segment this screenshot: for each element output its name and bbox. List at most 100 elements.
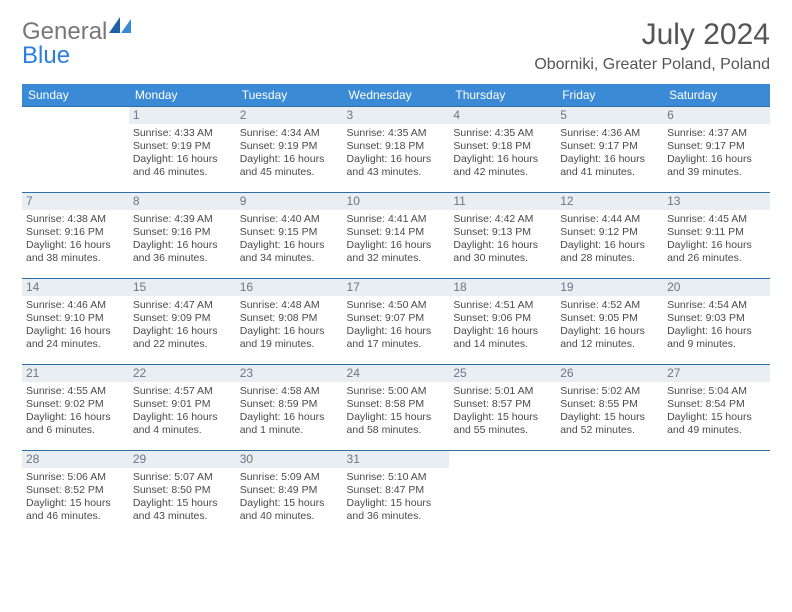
calendar-cell: 22Sunrise: 4:57 AMSunset: 9:01 PMDayligh…: [129, 365, 236, 451]
day-details: Sunrise: 5:02 AMSunset: 8:55 PMDaylight:…: [560, 385, 659, 438]
calendar-cell: 4 Sunrise: 4:35 AMSunset: 9:18 PMDaylight…: [449, 107, 556, 193]
calendar-row: 1 Sunrise: 4:33 AMSunset: 9:19 PMDaylight…: [22, 107, 770, 193]
day-number: 10: [343, 193, 450, 210]
day-details: Sunrise: 4:58 AMSunset: 8:59 PMDaylight:…: [240, 385, 339, 438]
day-details: Sunrise: 4:54 AMSunset: 9:03 PMDaylight:…: [667, 299, 766, 352]
day-number: 11: [449, 193, 556, 210]
calendar-row: 14 Sunrise: 4:46 AMSunset: 9:10 PMDayligh…: [22, 279, 770, 365]
calendar-cell: 6 Sunrise: 4:37 AMSunset: 9:17 PMDaylight…: [663, 107, 770, 193]
day-number: 24: [343, 365, 450, 382]
day-details: Sunrise: 4:35 AMSunset: 9:18 PMDaylight:…: [453, 127, 552, 180]
day-number: 18: [449, 279, 556, 296]
location-text: Oborniki, Greater Poland, Poland: [534, 56, 770, 74]
month-title: July 2024: [534, 18, 770, 52]
day-number: 30: [236, 451, 343, 468]
calendar-cell: 26 Sunrise: 5:02 AMSunset: 8:55 PMDayligh…: [556, 365, 663, 451]
weekday-header: Monday: [129, 84, 236, 107]
day-details: Sunrise: 4:33 AMSunset: 9:19 PMDaylight:…: [133, 127, 232, 180]
day-number: 25: [449, 365, 556, 382]
calendar-cell: 18 Sunrise: 4:51 AMSunset: 9:06 PMDayligh…: [449, 279, 556, 365]
day-details: Sunrise: 4:35 AMSunset: 9:18 PMDaylight:…: [347, 127, 446, 180]
calendar-row: 7Sunrise: 4:38 AMSunset: 9:16 PMDaylight…: [22, 193, 770, 279]
calendar-cell: 16 Sunrise: 4:48 AMSunset: 9:08 PMDayligh…: [236, 279, 343, 365]
day-details: Sunrise: 4:40 AMSunset: 9:15 PMDaylight:…: [240, 213, 339, 266]
day-number: 15: [129, 279, 236, 296]
day-number: 14: [22, 279, 129, 296]
weekday-header: Friday: [556, 84, 663, 107]
day-number: 13: [663, 193, 770, 210]
day-details: Sunrise: 5:01 AMSunset: 8:57 PMDaylight:…: [453, 385, 552, 438]
calendar-cell: 29 Sunrise: 5:07 AMSunset: 8:50 PMDayligh…: [129, 451, 236, 537]
weekday-header: Thursday: [449, 84, 556, 107]
day-details: Sunrise: 4:52 AMSunset: 9:05 PMDaylight:…: [560, 299, 659, 352]
day-details: Sunrise: 4:42 AMSunset: 9:13 PMDaylight:…: [453, 213, 552, 266]
day-details: Sunrise: 4:37 AMSunset: 9:17 PMDaylight:…: [667, 127, 766, 180]
calendar-cell: [556, 451, 663, 537]
calendar-table: SundayMondayTuesdayWednesdayThursdayFrid…: [22, 84, 770, 537]
day-number: 27: [663, 365, 770, 382]
day-details: Sunrise: 4:57 AMSunset: 9:01 PMDaylight:…: [133, 385, 232, 438]
calendar-cell: 8 Sunrise: 4:39 AMSunset: 9:16 PMDaylight…: [129, 193, 236, 279]
day-number: 5: [556, 107, 663, 124]
day-details: Sunrise: 4:34 AMSunset: 9:19 PMDaylight:…: [240, 127, 339, 180]
day-details: Sunrise: 4:36 AMSunset: 9:17 PMDaylight:…: [560, 127, 659, 180]
calendar-cell: 14 Sunrise: 4:46 AMSunset: 9:10 PMDayligh…: [22, 279, 129, 365]
day-number: 28: [22, 451, 129, 468]
day-number: 17: [343, 279, 450, 296]
day-details: Sunrise: 4:45 AMSunset: 9:11 PMDaylight:…: [667, 213, 766, 266]
weekday-header: Saturday: [663, 84, 770, 107]
title-block: July 2024 Oborniki, Greater Poland, Pola…: [534, 18, 770, 74]
calendar-cell: 28 Sunrise: 5:06 AMSunset: 8:52 PMDayligh…: [22, 451, 129, 537]
day-details: Sunrise: 5:09 AMSunset: 8:49 PMDaylight:…: [240, 471, 339, 524]
brand-logo: GeneralBlue: [22, 18, 131, 74]
day-number: 26: [556, 365, 663, 382]
weekday-header-row: SundayMondayTuesdayWednesdayThursdayFrid…: [22, 84, 770, 107]
calendar-cell: 12Sunrise: 4:44 AMSunset: 9:12 PMDayligh…: [556, 193, 663, 279]
calendar-row: 28 Sunrise: 5:06 AMSunset: 8:52 PMDayligh…: [22, 451, 770, 537]
calendar-cell: 17Sunrise: 4:50 AMSunset: 9:07 PMDayligh…: [343, 279, 450, 365]
day-details: Sunrise: 4:46 AMSunset: 9:10 PMDaylight:…: [26, 299, 125, 352]
day-number: 19: [556, 279, 663, 296]
day-number: 1: [129, 107, 236, 124]
day-number: 16: [236, 279, 343, 296]
day-details: Sunrise: 4:44 AMSunset: 9:12 PMDaylight:…: [560, 213, 659, 266]
calendar-row: 21Sunrise: 4:55 AMSunset: 9:02 PMDayligh…: [22, 365, 770, 451]
day-details: Sunrise: 4:41 AMSunset: 9:14 PMDaylight:…: [347, 213, 446, 266]
calendar-cell: 3 Sunrise: 4:35 AMSunset: 9:18 PMDaylight…: [343, 107, 450, 193]
day-number: 29: [129, 451, 236, 468]
day-details: Sunrise: 4:55 AMSunset: 9:02 PMDaylight:…: [26, 385, 125, 438]
calendar-cell: 25 Sunrise: 5:01 AMSunset: 8:57 PMDayligh…: [449, 365, 556, 451]
calendar-cell: 19 Sunrise: 4:52 AMSunset: 9:05 PMDayligh…: [556, 279, 663, 365]
day-details: Sunrise: 4:51 AMSunset: 9:06 PMDaylight:…: [453, 299, 552, 352]
day-number: 6: [663, 107, 770, 124]
calendar-cell: 27 Sunrise: 5:04 AMSunset: 8:54 PMDayligh…: [663, 365, 770, 451]
calendar-cell: 20 Sunrise: 4:54 AMSunset: 9:03 PMDayligh…: [663, 279, 770, 365]
calendar-cell: 23 Sunrise: 4:58 AMSunset: 8:59 PMDayligh…: [236, 365, 343, 451]
day-details: Sunrise: 5:10 AMSunset: 8:47 PMDaylight:…: [347, 471, 446, 524]
day-details: Sunrise: 4:48 AMSunset: 9:08 PMDaylight:…: [240, 299, 339, 352]
day-number: 4: [449, 107, 556, 124]
calendar-cell: 1 Sunrise: 4:33 AMSunset: 9:19 PMDaylight…: [129, 107, 236, 193]
calendar-cell: 5 Sunrise: 4:36 AMSunset: 9:17 PMDaylight…: [556, 107, 663, 193]
day-number: 31: [343, 451, 450, 468]
day-details: Sunrise: 5:07 AMSunset: 8:50 PMDaylight:…: [133, 471, 232, 524]
day-details: Sunrise: 4:47 AMSunset: 9:09 PMDaylight:…: [133, 299, 232, 352]
calendar-cell: 11 Sunrise: 4:42 AMSunset: 9:13 PMDayligh…: [449, 193, 556, 279]
day-details: Sunrise: 4:39 AMSunset: 9:16 PMDaylight:…: [133, 213, 232, 266]
calendar-cell: [663, 451, 770, 537]
day-details: Sunrise: 5:06 AMSunset: 8:52 PMDaylight:…: [26, 471, 125, 524]
calendar-cell: 31 Sunrise: 5:10 AMSunset: 8:47 PMDayligh…: [343, 451, 450, 537]
header: GeneralBlue July 2024 Oborniki, Greater …: [22, 18, 770, 74]
day-details: Sunrise: 5:00 AMSunset: 8:58 PMDaylight:…: [347, 385, 446, 438]
day-number: 23: [236, 365, 343, 382]
day-number: 3: [343, 107, 450, 124]
calendar-body: 1 Sunrise: 4:33 AMSunset: 9:19 PMDaylight…: [22, 107, 770, 537]
day-details: Sunrise: 5:04 AMSunset: 8:54 PMDaylight:…: [667, 385, 766, 438]
weekday-header: Sunday: [22, 84, 129, 107]
calendar-cell: 15 Sunrise: 4:47 AMSunset: 9:09 PMDayligh…: [129, 279, 236, 365]
day-details: Sunrise: 4:38 AMSunset: 9:16 PMDaylight:…: [26, 213, 125, 266]
day-number: 20: [663, 279, 770, 296]
day-number: 8: [129, 193, 236, 210]
calendar-cell: 21Sunrise: 4:55 AMSunset: 9:02 PMDayligh…: [22, 365, 129, 451]
calendar-cell: 30 Sunrise: 5:09 AMSunset: 8:49 PMDayligh…: [236, 451, 343, 537]
